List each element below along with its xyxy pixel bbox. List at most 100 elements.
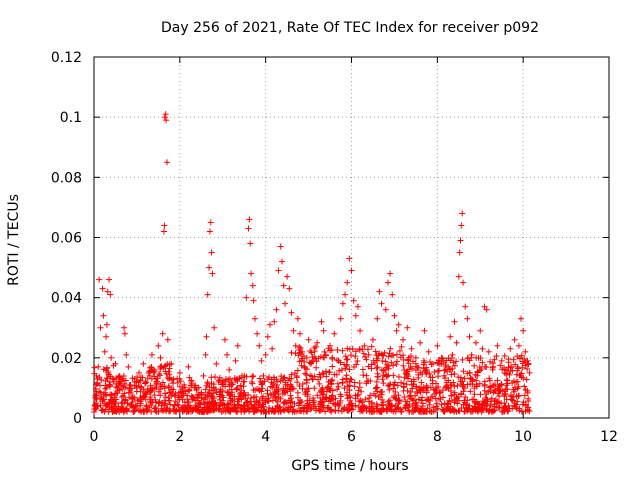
data-point — [303, 366, 310, 373]
data-point — [459, 356, 466, 363]
data-point — [358, 407, 365, 414]
data-point — [162, 111, 169, 118]
data-point — [505, 364, 512, 371]
data-point — [209, 270, 216, 277]
data-point — [385, 353, 392, 360]
data-point — [206, 384, 213, 391]
data-point — [524, 407, 531, 414]
data-point — [184, 396, 191, 403]
data-point — [384, 279, 391, 286]
data-point — [344, 378, 351, 385]
data-point — [487, 402, 494, 409]
data-point — [393, 361, 400, 368]
data-point — [451, 391, 458, 398]
data-point — [234, 408, 241, 415]
data-point — [373, 401, 380, 408]
data-point — [523, 376, 530, 383]
data-point — [409, 385, 416, 392]
data-point — [131, 396, 138, 403]
data-point — [314, 339, 321, 346]
data-point — [144, 375, 151, 382]
data-point — [208, 249, 215, 256]
data-point — [247, 240, 254, 247]
data-point — [356, 398, 363, 405]
data-point — [161, 383, 168, 390]
data-point — [352, 402, 359, 409]
data-point — [185, 405, 192, 412]
data-point — [162, 368, 169, 375]
data-point — [462, 303, 469, 310]
data-point — [497, 388, 504, 395]
data-point — [206, 405, 213, 412]
data-point — [473, 382, 480, 389]
data-point — [481, 401, 488, 408]
data-point — [159, 407, 166, 414]
data-point — [305, 336, 312, 343]
data-point — [176, 369, 183, 376]
data-point — [349, 345, 356, 352]
data-point — [231, 402, 238, 409]
data-point — [368, 343, 375, 350]
data-point — [313, 364, 320, 371]
data-point — [303, 354, 310, 361]
data-point — [435, 384, 442, 391]
data-point — [339, 347, 346, 354]
grid — [94, 57, 609, 418]
data-point — [162, 394, 169, 401]
data-point — [316, 380, 323, 387]
data-point — [213, 389, 220, 396]
data-point — [248, 379, 255, 386]
data-point — [250, 408, 257, 415]
y-tick-label: 0 — [73, 411, 82, 427]
data-point — [358, 398, 365, 405]
data-point — [147, 367, 154, 374]
data-point — [200, 372, 207, 379]
data-point — [183, 408, 190, 415]
data-point — [391, 381, 398, 388]
data-point — [407, 389, 414, 396]
data-point — [284, 273, 291, 280]
data-point — [497, 362, 504, 369]
data-point — [265, 408, 272, 415]
data-point — [274, 381, 281, 388]
data-point — [162, 390, 169, 397]
data-point — [325, 398, 332, 405]
data-point — [232, 407, 239, 414]
data-point — [304, 393, 311, 400]
y-axis-label: ROTI / TECUs — [6, 194, 22, 286]
data-point — [278, 258, 285, 265]
data-point — [426, 401, 433, 408]
data-point — [481, 303, 488, 310]
data-point — [194, 394, 201, 401]
data-point — [208, 380, 215, 387]
data-point — [106, 276, 113, 283]
data-point — [185, 399, 192, 406]
data-point — [458, 381, 465, 388]
data-point — [271, 318, 278, 325]
data-point — [208, 395, 215, 402]
data-point — [287, 392, 294, 399]
data-point — [131, 382, 138, 389]
data-point — [225, 376, 232, 383]
data-point — [499, 366, 506, 373]
data-point — [216, 377, 223, 384]
data-point — [286, 285, 293, 292]
data-point — [269, 405, 276, 412]
data-point — [205, 400, 212, 407]
data-point — [508, 363, 515, 370]
data-point — [125, 363, 132, 370]
data-point — [451, 407, 458, 414]
data-point — [105, 371, 112, 378]
data-point — [344, 279, 351, 286]
x-axis-label: GPS time / hours — [291, 458, 408, 474]
data-point — [300, 408, 307, 415]
data-point — [211, 324, 218, 331]
data-point — [427, 384, 434, 391]
data-point — [250, 373, 257, 380]
data-point — [345, 383, 352, 390]
data-point — [91, 364, 98, 371]
data-point — [460, 368, 467, 375]
data-point — [388, 407, 395, 414]
data-point — [339, 379, 346, 386]
data-point — [158, 363, 165, 370]
